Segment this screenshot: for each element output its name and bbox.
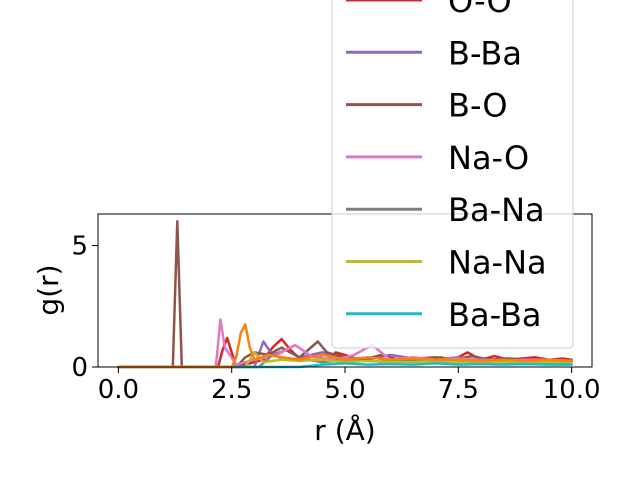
legend-label-na-o: Na-O <box>448 139 529 177</box>
x-tick-label: 10.0 <box>543 375 601 405</box>
legend-label-b-o: B-O <box>448 87 508 125</box>
y-axis-ticks: 05 <box>71 232 98 383</box>
plot-lines <box>117 220 573 369</box>
series-line-na-na <box>117 351 573 369</box>
legend-label-b-ba: B-Ba <box>448 34 522 72</box>
x-tick-label: 2.5 <box>211 375 252 405</box>
x-tick-label: 5.0 <box>324 375 365 405</box>
x-tick-label: 7.5 <box>438 375 479 405</box>
series-line-ba-ba <box>117 362 573 369</box>
series-line-unnamed-7 <box>117 323 573 369</box>
x-axis-ticks: 0.0 2.5 5.0 7.5 10.0 <box>98 367 601 405</box>
legend-label-na-na: Na-Na <box>448 244 547 282</box>
legend-label-o-o: O-O <box>448 0 512 20</box>
legend-label-ba-ba: Ba-Ba <box>448 296 542 334</box>
x-axis-label: r (Å) <box>314 413 375 447</box>
y-tick-label: 0 <box>71 353 88 383</box>
x-tick-label: 0.0 <box>98 375 139 405</box>
y-tick-label: 5 <box>71 232 88 262</box>
y-axis-label: g(r) <box>32 264 65 315</box>
legend: O-O B-Ba B-O Na-O Ba-Na Na-Na Ba-Ba <box>331 0 574 349</box>
legend-label-ba-na: Ba-Na <box>448 191 545 229</box>
